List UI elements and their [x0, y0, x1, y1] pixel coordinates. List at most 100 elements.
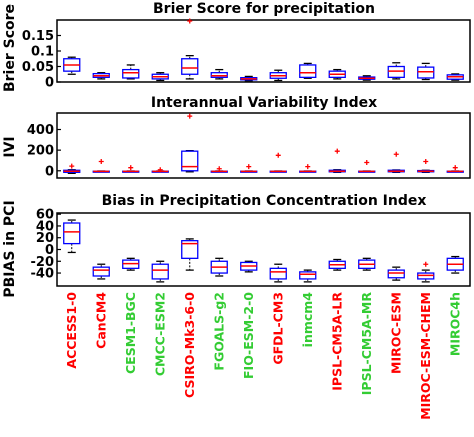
box-IPSL-CM5A-MR	[358, 160, 376, 173]
model-label-ACCESS1-0: ACCESS1-0	[64, 292, 79, 369]
box-MIROC4h	[446, 165, 464, 173]
box-IPSL-CM5A-MR	[358, 75, 376, 81]
box-inmcm4	[299, 269, 317, 283]
outlier-marker	[128, 165, 134, 171]
ytick-label: -20	[31, 255, 55, 270]
outlier-marker	[275, 152, 281, 158]
outlier-marker	[393, 151, 399, 157]
box-IPSL-CM5A-LR	[328, 148, 346, 173]
outlier-marker	[364, 160, 370, 166]
box-ACCESS1-0	[63, 219, 81, 254]
model-label-MIROC-ESM: MIROC-ESM	[388, 292, 403, 374]
box-CanCM4	[92, 263, 110, 280]
iqr-box	[181, 58, 199, 75]
ytick-label: 200	[27, 144, 54, 159]
panel-brier-frame	[56, 19, 471, 83]
model-label-FGOALS-g2: FGOALS-g2	[211, 292, 226, 371]
outlier-marker	[334, 148, 340, 154]
box-CMCC-ESM2	[151, 72, 169, 82]
panel-brier: Brier Score for precipitation Brier Scor…	[2, 1, 471, 92]
iqr-box	[299, 271, 317, 280]
model-label-CanCM4: CanCM4	[93, 292, 108, 349]
model-label-IPSL-CM5A-MR: IPSL-CM5A-MR	[359, 292, 374, 396]
box-ACCESS1-0	[63, 56, 81, 75]
model-label-inmcm4: inmcm4	[300, 292, 315, 348]
outlier-marker	[305, 164, 311, 170]
box-GFDL-CM3	[269, 152, 287, 173]
outlier-marker	[423, 158, 429, 164]
box-CESM1-BGC	[122, 257, 140, 271]
model-labels: ACCESS1-0 CanCM4 CESM1-BGC CMCC-ESM2 CSIRO-M…	[64, 292, 463, 420]
outlier-marker	[187, 113, 193, 119]
box-IPSL-CM5A-MR	[358, 257, 376, 271]
iqr-box	[181, 150, 199, 172]
ytick-label: 0.05	[22, 60, 54, 75]
iqr-box	[210, 72, 228, 78]
box-GFDL-CM3	[269, 263, 287, 283]
ytick-label: -40	[31, 267, 55, 282]
iqr-box	[63, 222, 81, 245]
iqr-box	[269, 267, 287, 280]
box-FGOALS-g2	[210, 166, 228, 173]
box-MIROC-ESM	[387, 266, 405, 281]
box-FIO-ESM-2-0	[240, 75, 258, 82]
panel-ivi-frame	[56, 112, 471, 179]
model-label-GFDL-CM3: GFDL-CM3	[270, 292, 285, 365]
iqr-box	[417, 66, 435, 79]
model-label-IPSL-CM5A-LR: IPSL-CM5A-LR	[329, 292, 344, 391]
box-CMCC-ESM2	[151, 167, 169, 173]
box-IPSL-CM5A-LR	[328, 68, 346, 80]
panel-pbias: Bias in Precipitation Concentration Inde…	[2, 193, 471, 298]
iqr-box	[122, 68, 140, 79]
box-MIROC4h	[446, 73, 464, 81]
panel-ivi-ylabel: IVI	[2, 136, 18, 157]
ytick-label: 40	[36, 219, 54, 234]
panel-ivi-boxes	[63, 113, 464, 175]
panel-brier-ticks: 00.050.10.15	[22, 29, 61, 91]
box-CanCM4	[92, 72, 110, 80]
box-CSIRO-Mk3-6-0	[181, 18, 199, 80]
outlier-marker	[69, 163, 75, 169]
box-MIROC-ESM-CHEM	[417, 158, 435, 173]
panel-pbias-frame	[56, 212, 471, 287]
outlier-marker	[98, 158, 104, 164]
iqr-box	[387, 65, 405, 78]
model-label-CESM1-BGC: CESM1-BGC	[123, 292, 138, 374]
box-CanCM4	[92, 158, 110, 173]
ytick-label: 0.1	[31, 45, 54, 60]
box-FIO-ESM-2-0	[240, 260, 258, 273]
model-label-MIROC-ESM-CHEM: MIROC-ESM-CHEM	[418, 292, 433, 420]
panel-brier-ylabel: Brier Score	[2, 4, 18, 92]
ytick-label: 0	[45, 243, 54, 258]
box-FGOALS-g2	[210, 257, 228, 277]
box-CSIRO-Mk3-6-0	[181, 113, 199, 173]
panel-ivi-title: Interannual Variability Index	[151, 95, 377, 111]
iqr-box	[181, 240, 199, 259]
outlier-marker	[423, 261, 429, 267]
panel-brier-boxes	[63, 18, 464, 82]
iqr-box	[299, 64, 317, 78]
box-MIROC-ESM-CHEM	[417, 261, 435, 283]
box-MIROC-ESM	[387, 151, 405, 173]
box-CSIRO-Mk3-6-0	[181, 238, 199, 271]
panel-ivi: Interannual Variability Index IVI 0 200 40…	[2, 95, 471, 179]
iqr-box	[151, 263, 169, 280]
box-FIO-ESM-2-0	[240, 164, 258, 173]
box-MIROC4h	[446, 255, 464, 274]
ytick-label: 60	[36, 208, 54, 223]
iqr-box	[92, 266, 110, 277]
box-inmcm4	[299, 62, 317, 79]
box-inmcm4	[299, 164, 317, 173]
box-GFDL-CM3	[269, 69, 287, 82]
outlier-marker	[452, 165, 458, 171]
panel-pbias-boxes	[63, 219, 464, 283]
panel-ivi-ticks: 0 200 400	[27, 123, 61, 179]
outlier-marker	[216, 166, 222, 172]
panel-pbias-ylabel: PBIAS in PCI	[2, 200, 18, 297]
model-label-FIO-ESM-2-0: FIO-ESM-2-0	[241, 292, 256, 379]
box-MIROC-ESM-CHEM	[417, 62, 435, 81]
model-label-MIROC4h: MIROC4h	[447, 292, 462, 356]
box-CMCC-ESM2	[151, 260, 169, 283]
